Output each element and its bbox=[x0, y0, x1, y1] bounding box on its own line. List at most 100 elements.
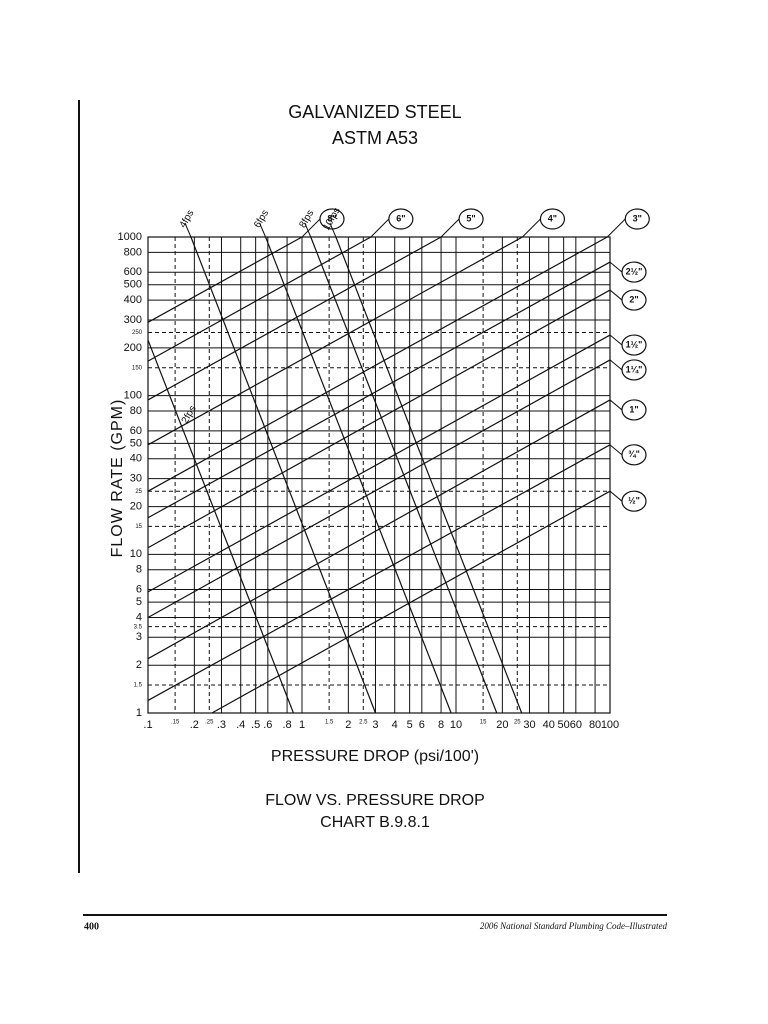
x-tick-label: 80 bbox=[589, 719, 601, 731]
y-tick-label: 10 bbox=[130, 548, 142, 560]
series-line bbox=[211, 490, 611, 714]
label-circle bbox=[539, 208, 566, 230]
x-tick-label: 40 bbox=[543, 719, 555, 731]
leader-line bbox=[370, 218, 390, 238]
x-tick-label: 1 bbox=[299, 719, 305, 731]
x-tick-label: 25 bbox=[514, 720, 521, 726]
series-line bbox=[147, 339, 295, 714]
label-circle bbox=[458, 208, 484, 230]
leader-line bbox=[522, 218, 541, 238]
y-tick-label: 100 bbox=[124, 390, 142, 402]
y-tick-label: 20 bbox=[130, 500, 142, 512]
chart-subtitle: ASTM A53 bbox=[332, 128, 418, 148]
x-tick-label: 2 bbox=[345, 719, 351, 731]
y-tick-label: 60 bbox=[130, 425, 142, 437]
caption-line: FLOW VS. PRESSURE DROP bbox=[265, 792, 485, 809]
x-tick-label: 2.5 bbox=[359, 720, 368, 726]
x-tick-label: .6 bbox=[263, 719, 272, 731]
x-tick-label: .2 bbox=[190, 719, 199, 731]
y-tick-label: 1.5 bbox=[134, 683, 143, 689]
label-circle bbox=[621, 334, 647, 356]
label-circle bbox=[621, 399, 647, 421]
y-tick-label: 8 bbox=[136, 564, 142, 576]
y-tick-label: 15 bbox=[135, 524, 142, 530]
x-tick-label: .1 bbox=[143, 719, 152, 731]
page-number: 400 bbox=[84, 921, 99, 932]
leader-line bbox=[609, 444, 623, 456]
y-tick-label: 50 bbox=[130, 437, 142, 449]
series-line bbox=[335, 236, 523, 714]
series-line bbox=[147, 359, 611, 618]
leader-line bbox=[329, 222, 337, 238]
series-label: 4fps bbox=[178, 208, 197, 230]
label-circle bbox=[624, 208, 650, 230]
y-tick-label: 400 bbox=[124, 294, 142, 306]
y-tick-label: 800 bbox=[124, 246, 142, 258]
series-line bbox=[147, 236, 523, 446]
y-tick-label: 200 bbox=[124, 342, 142, 354]
y-tick-label: 3 bbox=[136, 631, 142, 643]
chart-title: GALVANIZED STEEL bbox=[288, 102, 461, 122]
y-tick-label: 3.5 bbox=[134, 624, 143, 630]
leader-line bbox=[609, 289, 623, 301]
y-tick-label: 600 bbox=[124, 266, 142, 278]
series-line bbox=[147, 444, 611, 701]
leader-line bbox=[184, 222, 192, 238]
series-label: 8" bbox=[327, 213, 336, 223]
x-tick-label: 30 bbox=[523, 719, 535, 731]
leader-line bbox=[609, 261, 623, 273]
y-axis-label: FLOW RATE (GPM) bbox=[109, 399, 126, 558]
caption-line: CHART B.9.8.1 bbox=[320, 814, 430, 831]
label-circle bbox=[621, 359, 647, 381]
x-tick-label: .25 bbox=[205, 720, 214, 726]
y-tick-label: 40 bbox=[130, 453, 142, 465]
series-line bbox=[147, 236, 442, 401]
leader-line bbox=[301, 218, 321, 238]
x-tick-label: .15 bbox=[171, 720, 180, 726]
series-line bbox=[147, 236, 372, 362]
series-label: 2½" bbox=[626, 266, 643, 276]
y-tick-label: 500 bbox=[124, 279, 142, 291]
x-tick-label: 15 bbox=[480, 720, 487, 726]
x-tick-label: .4 bbox=[236, 719, 245, 731]
series-label: 6" bbox=[396, 213, 405, 223]
y-tick-label: 250 bbox=[132, 330, 143, 336]
x-tick-label: 100 bbox=[601, 719, 619, 731]
series-label: 1¼" bbox=[626, 364, 643, 374]
series-label: 2fps bbox=[180, 404, 199, 426]
series-label: ¾" bbox=[628, 449, 640, 459]
x-tick-label: 5 bbox=[407, 719, 413, 731]
x-tick-label: 1.5 bbox=[325, 720, 334, 726]
y-tick-label: 1 bbox=[136, 707, 142, 719]
series-line bbox=[310, 236, 498, 714]
series-label: 2" bbox=[629, 294, 638, 304]
leader-line bbox=[609, 399, 623, 411]
series-label: ½" bbox=[628, 496, 640, 506]
series-label: 8fps bbox=[297, 208, 316, 230]
leader-line bbox=[440, 218, 460, 238]
series-label: 6fps bbox=[252, 208, 271, 230]
series-label: 1" bbox=[629, 404, 638, 414]
series-line bbox=[147, 236, 608, 492]
label-circle bbox=[621, 490, 647, 512]
x-tick-label: 3 bbox=[372, 719, 378, 731]
y-tick-label: 300 bbox=[124, 314, 142, 326]
y-tick-label: 4 bbox=[136, 611, 142, 623]
label-circle bbox=[621, 289, 647, 311]
leader-line bbox=[609, 334, 623, 346]
y-tick-label: 5 bbox=[136, 596, 142, 608]
y-tick-label: 25 bbox=[135, 489, 142, 495]
series-label: 4" bbox=[548, 213, 557, 223]
x-tick-label: 60 bbox=[570, 719, 582, 731]
x-axis-label: PRESSURE DROP (psi/100') bbox=[271, 748, 479, 765]
x-tick-label: .8 bbox=[282, 719, 291, 731]
x-tick-label: 8 bbox=[438, 719, 444, 731]
plot-frame bbox=[147, 236, 611, 714]
x-tick-label: 6 bbox=[419, 719, 425, 731]
series-line bbox=[147, 236, 303, 323]
x-tick-label: 10 bbox=[450, 719, 462, 731]
x-tick-label: 50 bbox=[558, 719, 570, 731]
y-tick-label: 2 bbox=[136, 659, 142, 671]
series-line bbox=[190, 236, 377, 714]
footer-source: 2006 National Standard Plumbing Code–Ill… bbox=[480, 921, 668, 931]
